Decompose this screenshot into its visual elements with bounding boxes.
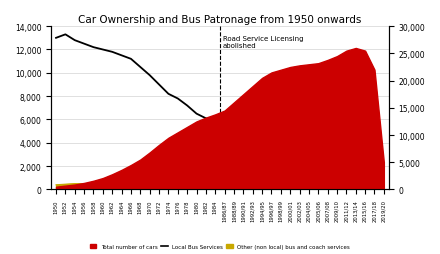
Legend: Total number of cars, Local Bus Services, Other (non local) bus and coach servic: Total number of cars, Local Bus Services… (88, 242, 352, 251)
Text: Road Service Licensing
abolished: Road Service Licensing abolished (223, 36, 303, 49)
Title: Car Ownership and Bus Patronage from 1950 onwards: Car Ownership and Bus Patronage from 195… (78, 15, 362, 25)
